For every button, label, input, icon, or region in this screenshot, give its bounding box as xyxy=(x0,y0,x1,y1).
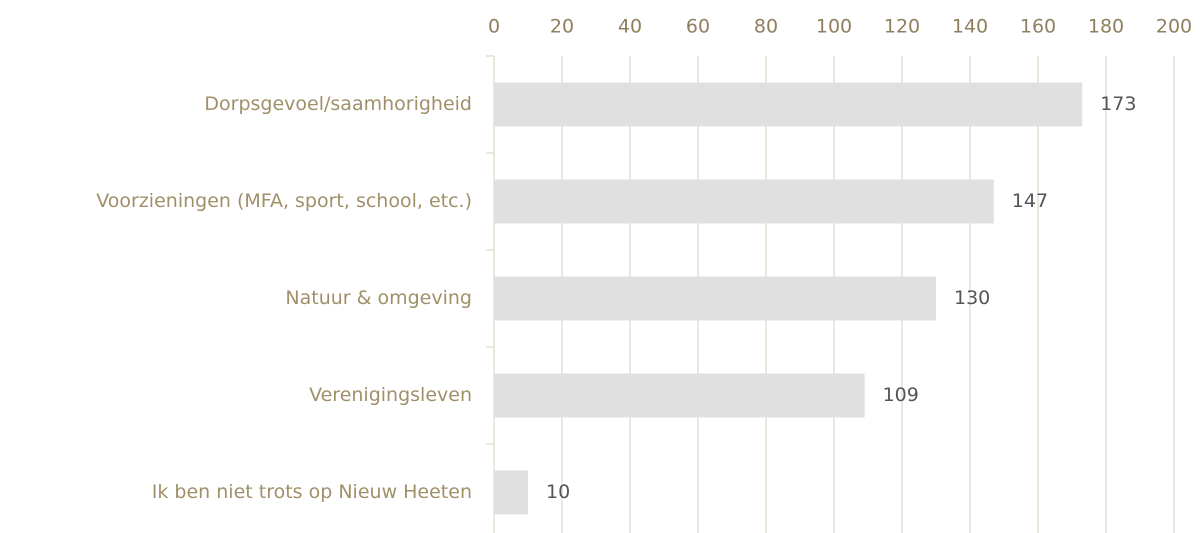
y-tick-label: Voorzieningen (MFA, sport, school, etc.) xyxy=(96,190,472,212)
x-tick-label: 40 xyxy=(618,16,642,38)
x-tick-label: 180 xyxy=(1088,16,1124,38)
data-label: 130 xyxy=(954,287,990,309)
bar xyxy=(494,179,994,224)
bar xyxy=(494,276,936,321)
x-tick-label: 0 xyxy=(488,16,500,38)
bar xyxy=(494,373,865,418)
x-tick-label: 200 xyxy=(1156,16,1192,38)
y-tick-label: Natuur & omgeving xyxy=(285,287,472,309)
data-label: 147 xyxy=(1012,190,1048,212)
x-tick-label: 20 xyxy=(550,16,574,38)
data-label: 109 xyxy=(883,384,919,406)
x-tick-label: 100 xyxy=(816,16,852,38)
x-tick-label: 60 xyxy=(686,16,710,38)
bar xyxy=(494,82,1083,127)
y-tick-label: Verenigingsleven xyxy=(309,384,472,406)
y-tick-label: Ik ben niet trots op Nieuw Heeten xyxy=(152,481,472,503)
x-tick-label: 120 xyxy=(884,16,920,38)
bar xyxy=(494,470,528,515)
x-tick-label: 160 xyxy=(1020,16,1056,38)
y-tick-label: Dorpsgevoel/saamhorigheid xyxy=(204,93,472,115)
x-tick-label: 80 xyxy=(754,16,778,38)
data-label: 173 xyxy=(1100,93,1136,115)
data-label: 10 xyxy=(546,481,570,503)
x-tick-label: 140 xyxy=(952,16,988,38)
